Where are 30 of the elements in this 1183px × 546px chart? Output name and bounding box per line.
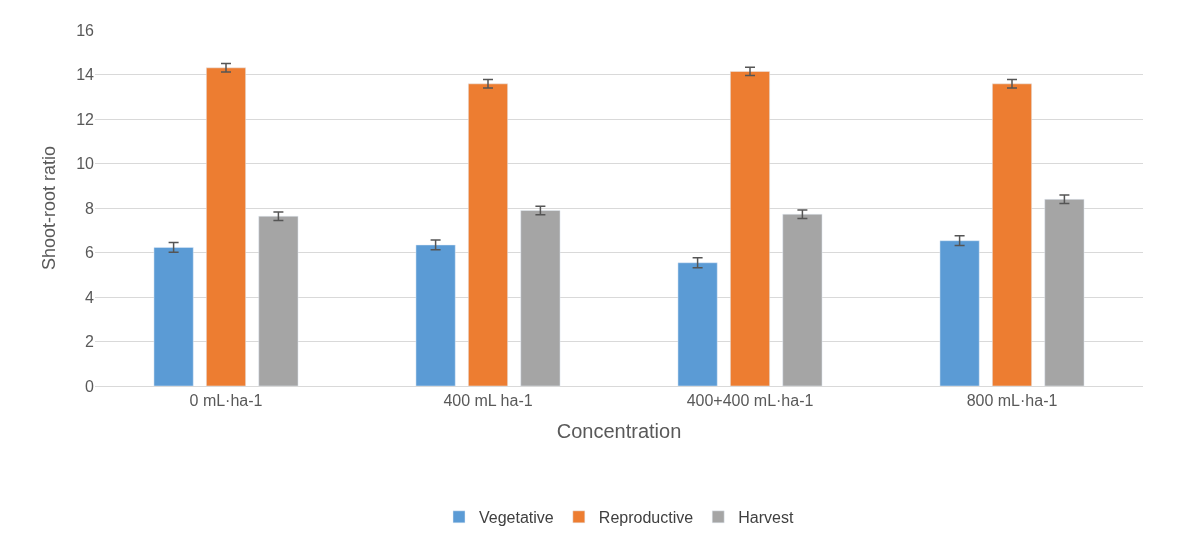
- bar: [153, 247, 194, 386]
- bar: [992, 83, 1032, 386]
- bar: [677, 262, 718, 386]
- x-tick-label: 400 mL ha-1: [443, 392, 533, 410]
- y-tick-label: 0: [85, 377, 95, 395]
- bar: [258, 215, 299, 386]
- bar: [1044, 199, 1085, 386]
- y-tick-label: 10: [76, 155, 95, 173]
- y-tick-label: 8: [85, 199, 95, 217]
- y-tick-label: 6: [85, 244, 95, 262]
- bar: [782, 213, 823, 386]
- legend-label: Vegetative: [479, 509, 554, 527]
- bar: [415, 244, 456, 386]
- bar: [468, 83, 508, 386]
- y-tick-label: 12: [76, 110, 95, 128]
- bar: [206, 67, 246, 386]
- bar: [730, 71, 770, 386]
- legend-label: Reproductive: [598, 509, 694, 527]
- y-tick-label: 14: [76, 66, 95, 84]
- y-axis-title: Shoot-root ratio: [39, 145, 60, 271]
- x-axis-title: Concentration: [556, 419, 682, 442]
- legend-label: Harvest: [738, 509, 794, 527]
- y-tick-label: 16: [76, 21, 95, 39]
- bar: [520, 210, 561, 386]
- bar: [939, 240, 980, 386]
- x-tick-label: 0 mL·ha-1: [189, 392, 263, 410]
- x-tick-label: 400+400 mL·ha-1: [686, 392, 814, 410]
- y-tick-label: 4: [85, 288, 95, 306]
- y-tick-label: 2: [85, 333, 95, 351]
- x-tick-label: 800 mL·ha-1: [966, 392, 1058, 410]
